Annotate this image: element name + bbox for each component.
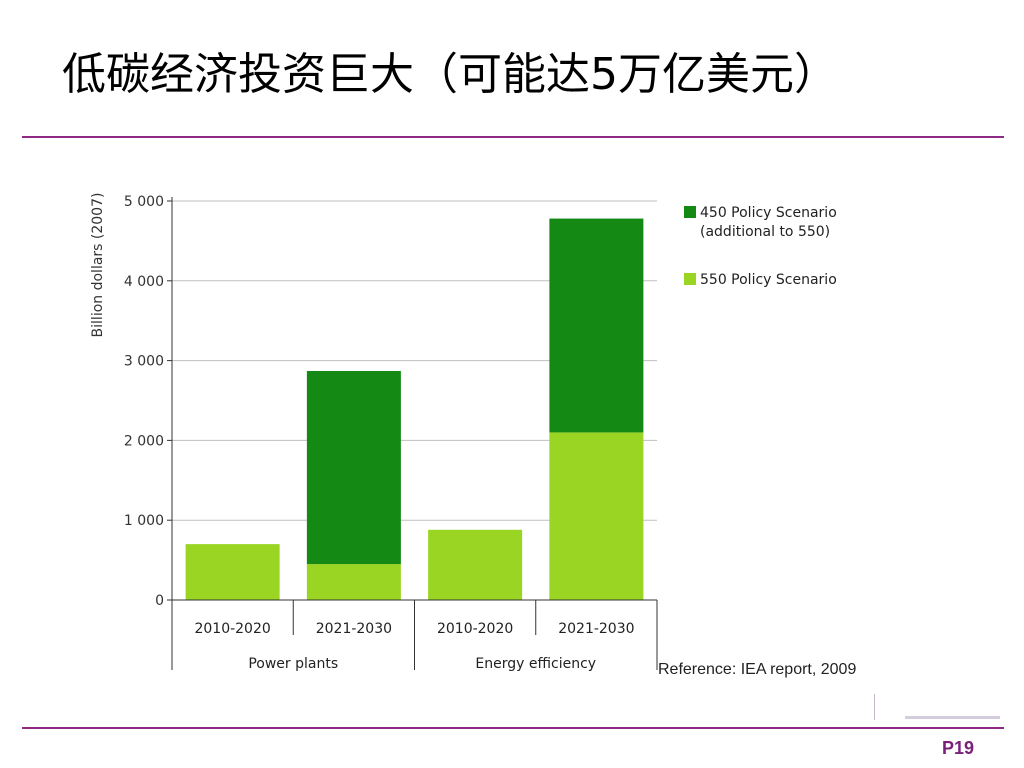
x-category-label: 2021-2030 (316, 621, 392, 637)
y-tick-label: 1 000 (124, 513, 164, 529)
legend-label: (additional to 550) (700, 224, 830, 240)
footer-mark (874, 694, 875, 720)
legend-swatch (684, 273, 696, 285)
y-axis-label: Billion dollars (2007) (90, 193, 106, 338)
legend-label: 550 Policy Scenario (700, 272, 837, 288)
x-category-label: 2021-2030 (558, 621, 634, 637)
group-label: Power plants (248, 656, 338, 672)
page-number: P19 (941, 738, 974, 758)
footer-logo-text (905, 716, 1000, 719)
bar-550-1 (306, 564, 401, 600)
legend-swatch (684, 206, 696, 218)
reference-note: Reference: IEA report, 2009 (658, 661, 857, 678)
bar-550-3 (549, 432, 644, 600)
y-tick-labels: 0 1 000 2 000 3 000 4 000 5 000 (124, 194, 164, 609)
stacked-bar-chart: 0 1 000 2 000 3 000 4 000 5 000 2010-2020 2021… (90, 193, 837, 672)
group-label: Energy efficiency (475, 656, 596, 672)
legend-label: 450 Policy Scenario (700, 205, 837, 221)
y-tick-label: 2 000 (124, 433, 164, 449)
bars (185, 218, 644, 600)
bar-450-1 (306, 370, 401, 565)
title-divider (22, 136, 1004, 138)
x-category-labels: 2010-2020 2021-2030 2010-2020 2021-2030 (194, 621, 634, 637)
y-tick-label: 5 000 (124, 194, 164, 210)
y-tick-label: 0 (155, 593, 164, 609)
bar-550-2 (428, 529, 523, 600)
y-tick-label: 3 000 (124, 354, 164, 370)
legend: 450 Policy Scenario (additional to 550) 55… (684, 205, 837, 288)
footer-divider (22, 727, 1004, 729)
axes (167, 197, 658, 670)
y-tick-label: 4 000 (124, 274, 164, 290)
bar-450-3 (549, 218, 644, 433)
group-labels: Power plants Energy efficiency (248, 656, 596, 672)
bar-550-0 (185, 544, 280, 600)
slide-title: 低碳经济投资巨大（可能达5万亿美元） (62, 49, 838, 100)
x-category-label: 2010-2020 (437, 621, 513, 637)
x-category-label: 2010-2020 (194, 621, 270, 637)
